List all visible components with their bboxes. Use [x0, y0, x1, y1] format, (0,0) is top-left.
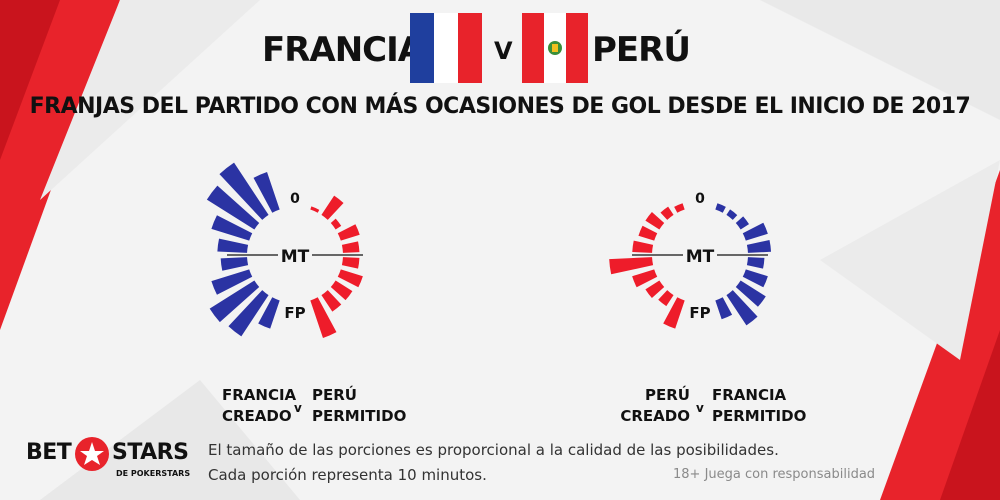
right-slice-2 — [726, 209, 738, 220]
left-slice-5 — [632, 240, 654, 253]
right-slice-9 — [321, 290, 342, 312]
caption-metric: CREADO — [222, 407, 292, 425]
right-slice-6 — [746, 257, 765, 269]
chart-subtitle: FRANJAS DEL PARTIDO CON MÁS OCASIONES DE… — [29, 94, 971, 119]
right-slice-7 — [337, 269, 363, 288]
france-flag-icon — [410, 13, 482, 83]
left-slice-10 — [258, 297, 280, 329]
right-slice-8 — [330, 280, 353, 301]
left-slice-1 — [674, 203, 685, 213]
betstars-logo: BET STARS DE POKERSTARS — [26, 436, 196, 488]
left-slice-1 — [253, 171, 280, 213]
right-slice-9 — [726, 290, 758, 326]
caption-team: FRANCIA — [222, 386, 297, 404]
end-label: FP — [689, 304, 710, 322]
halftime-label: MT — [686, 247, 715, 267]
header: FRANCIA V PERÚ — [0, 8, 1000, 83]
end-label: FP — [284, 304, 305, 322]
left-slice-7 — [632, 269, 658, 288]
halftime-label: MT — [281, 247, 310, 267]
left-slice-2 — [219, 162, 269, 220]
caption-right-series-0: PERÚ PERMITIDO — [312, 385, 406, 427]
left-slice-10 — [663, 297, 685, 329]
left-slice-8 — [209, 280, 260, 323]
right-slice-4 — [742, 222, 768, 241]
right-slice-1 — [310, 206, 320, 213]
right-slice-2 — [321, 195, 344, 220]
versus-label: V — [494, 37, 513, 65]
caption-left-series-0: FRANCIA CREADO — [222, 385, 297, 427]
caption-right-series-1: FRANCIA PERMITIDO — [712, 385, 806, 427]
corner-stripe-top-left-dark — [0, 0, 60, 160]
left-slice-3 — [206, 185, 260, 230]
right-slice-10 — [715, 297, 733, 320]
right-slice-6 — [341, 257, 360, 269]
corner-stripe-bottom-right-dark — [940, 330, 1000, 500]
left-slice-4 — [638, 225, 658, 241]
team-right-name: PERÚ — [592, 30, 691, 70]
radial-chart-peru-created: MT 0 FP — [609, 191, 772, 329]
right-slice-7 — [742, 269, 768, 288]
right-slice-8 — [735, 280, 766, 307]
left-slice-8 — [645, 280, 665, 298]
caption-team: PERÚ — [312, 386, 357, 404]
caption-v: v — [294, 401, 302, 415]
caption-team: PERÚ — [645, 386, 690, 404]
right-slice-10 — [310, 297, 337, 339]
left-slice-6 — [220, 257, 249, 271]
left-slice-4 — [211, 215, 253, 241]
start-label: 0 — [290, 191, 300, 207]
right-slice-5 — [746, 239, 772, 253]
right-slice-3 — [735, 216, 750, 230]
radial-chart-francia-created: MT 0 FP — [206, 162, 363, 339]
star-logo-icon — [75, 437, 109, 471]
start-label: 0 — [695, 191, 705, 207]
footnote-line-1: El tamaño de las porciones es proporcion… — [208, 441, 779, 459]
left-slice-9 — [228, 290, 269, 337]
caption-v: v — [696, 401, 704, 415]
left-slice-5 — [217, 238, 249, 253]
right-slice-5 — [341, 241, 360, 253]
left-slice-7 — [211, 269, 253, 295]
left-slice-6 — [609, 257, 654, 275]
responsible-gaming-disclaimer: 18+ Juega con responsabilidad — [673, 467, 876, 482]
peru-flag-icon — [522, 13, 588, 83]
right-slice-4 — [337, 224, 360, 241]
right-slice-3 — [330, 218, 342, 230]
left-slice-3 — [645, 212, 665, 230]
left-slice-9 — [658, 290, 674, 307]
left-slice-2 — [660, 206, 674, 220]
right-slice-1 — [715, 203, 726, 213]
caption-team: FRANCIA — [712, 386, 787, 404]
caption-metric: PERMITIDO — [712, 407, 807, 425]
caption-metric: PERMITIDO — [312, 407, 407, 425]
team-left-name: FRANCIA — [262, 30, 424, 70]
caption-metric: CREADO — [620, 407, 690, 425]
caption-left-series-1: PERÚ CREADO — [608, 385, 690, 427]
footnote-line-2: Cada porción representa 10 minutos. — [208, 466, 487, 484]
